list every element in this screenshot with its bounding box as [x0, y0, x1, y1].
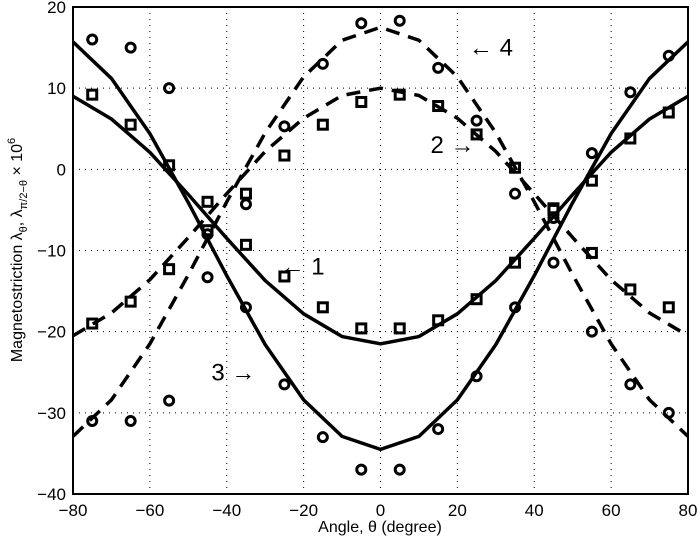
circle-marker-curve-3	[585, 147, 598, 160]
square-marker-curve-2	[355, 95, 368, 108]
y-tick-label: 20	[47, 0, 66, 17]
circle-marker-curve-4	[201, 271, 214, 284]
square-marker-curve-2	[624, 283, 637, 296]
square-marker-curve-1	[316, 301, 329, 314]
circle-marker-curve-3	[432, 423, 445, 436]
x-tick-label: 80	[679, 501, 698, 520]
x-axis-label: Angle, θ (degree)	[318, 519, 442, 536]
circle-marker-curve-3	[470, 370, 483, 383]
square-marker-curve-2	[316, 118, 329, 131]
y-tick-label: 10	[47, 79, 66, 98]
square-marker-curve-2	[432, 100, 445, 113]
data-markers	[86, 14, 675, 476]
square-marker-curve-2	[278, 149, 291, 162]
square-marker-curve-1	[239, 238, 252, 251]
square-marker-curve-2	[509, 161, 522, 174]
x-tick-label: −60	[135, 501, 164, 520]
square-marker-curve-1	[585, 174, 598, 187]
circle-marker-curve-4	[355, 17, 368, 30]
circle-marker-curve-3	[547, 212, 560, 225]
grid	[73, 7, 688, 494]
curve-4	[71, 25, 690, 438]
square-marker-curve-1	[201, 195, 214, 208]
circle-marker-curve-3	[124, 41, 137, 54]
circle-marker-curve-4	[393, 14, 406, 27]
circle-marker-curve-3	[163, 82, 176, 95]
square-marker-curve-1	[163, 159, 176, 172]
circle-marker-curve-4	[585, 325, 598, 338]
circle-marker-curve-3	[201, 228, 214, 241]
circle-marker-curve-4	[470, 114, 483, 127]
square-marker-curve-1	[278, 270, 291, 283]
tick-labels: −80 −60 −40 −20 0 20 40 60 80 −40 −30 −20 −10 0 10 20	[37, 0, 697, 520]
x-tick-label: 40	[525, 501, 544, 520]
annotation-label: 3 →	[211, 359, 255, 386]
y-tick-label: −10	[37, 242, 66, 261]
square-marker-curve-1	[662, 106, 675, 119]
circle-marker-curve-4	[432, 61, 445, 74]
annotation-label: 2 →	[430, 132, 474, 159]
x-tick-label: 60	[602, 501, 621, 520]
x-tick-label: 20	[448, 501, 467, 520]
circle-marker-curve-4	[316, 57, 329, 70]
circle-marker-curve-4	[124, 414, 137, 427]
circle-marker-curve-3	[624, 86, 637, 99]
x-tick-label: −80	[59, 501, 88, 520]
square-marker-curve-1	[355, 322, 368, 335]
circle-marker-curve-4	[547, 256, 560, 269]
circle-marker-curve-3	[239, 301, 252, 314]
x-tick-label: 0	[376, 501, 385, 520]
x-tick-label: −20	[289, 501, 318, 520]
circle-marker-curve-4	[624, 378, 637, 391]
square-marker-curve-1	[509, 256, 522, 269]
curve-2	[72, 86, 689, 338]
square-marker-curve-2	[393, 88, 406, 101]
square-marker-curve-1	[124, 118, 137, 131]
x-tick-label: −40	[212, 501, 241, 520]
square-marker-curve-1	[470, 293, 483, 306]
circle-marker-curve-3	[316, 431, 329, 444]
circle-marker-curve-3	[509, 301, 522, 314]
square-marker-curve-2	[585, 246, 598, 259]
plot-frame	[72, 6, 689, 495]
circle-marker-curve-3	[355, 463, 368, 476]
square-marker-curve-1	[86, 88, 99, 101]
square-marker-curve-2	[163, 263, 176, 276]
fit-curves	[71, 25, 690, 452]
square-marker-curve-1	[393, 322, 406, 335]
y-tick-label: 0	[57, 160, 66, 179]
circle-marker-curve-4	[163, 394, 176, 407]
circle-marker-curve-3	[278, 378, 291, 391]
circle-marker-curve-3	[662, 49, 675, 62]
circle-marker-curve-3	[86, 33, 99, 46]
circle-marker-curve-3	[393, 463, 406, 476]
y-axis-label: Magnetostriction λθ, λπ/2−θ × 106	[6, 138, 30, 362]
square-marker-curve-2	[662, 301, 675, 314]
y-tick-label: −40	[37, 485, 66, 504]
curve-annotations: ← 1 2 → 3 → ← 4	[211, 35, 513, 387]
square-marker-curve-1	[432, 314, 445, 327]
square-marker-curve-2	[201, 224, 214, 237]
circle-marker-curve-4	[239, 198, 252, 211]
y-tick-label: −30	[37, 404, 66, 423]
circle-marker-curve-4	[278, 120, 291, 133]
square-marker-curve-1	[624, 132, 637, 145]
square-marker-curve-2	[239, 187, 252, 200]
square-marker-curve-2	[86, 317, 99, 330]
circle-marker-curve-4	[662, 406, 675, 419]
circle-marker-curve-4	[509, 187, 522, 200]
square-marker-curve-2	[124, 295, 137, 308]
circle-marker-curve-4	[86, 414, 99, 427]
annotation-label: ← 4	[469, 35, 513, 62]
y-tick-label: −20	[37, 323, 66, 342]
annotation-label: ← 1	[281, 254, 325, 281]
square-marker-curve-2	[470, 128, 483, 141]
curve-3	[71, 40, 690, 452]
